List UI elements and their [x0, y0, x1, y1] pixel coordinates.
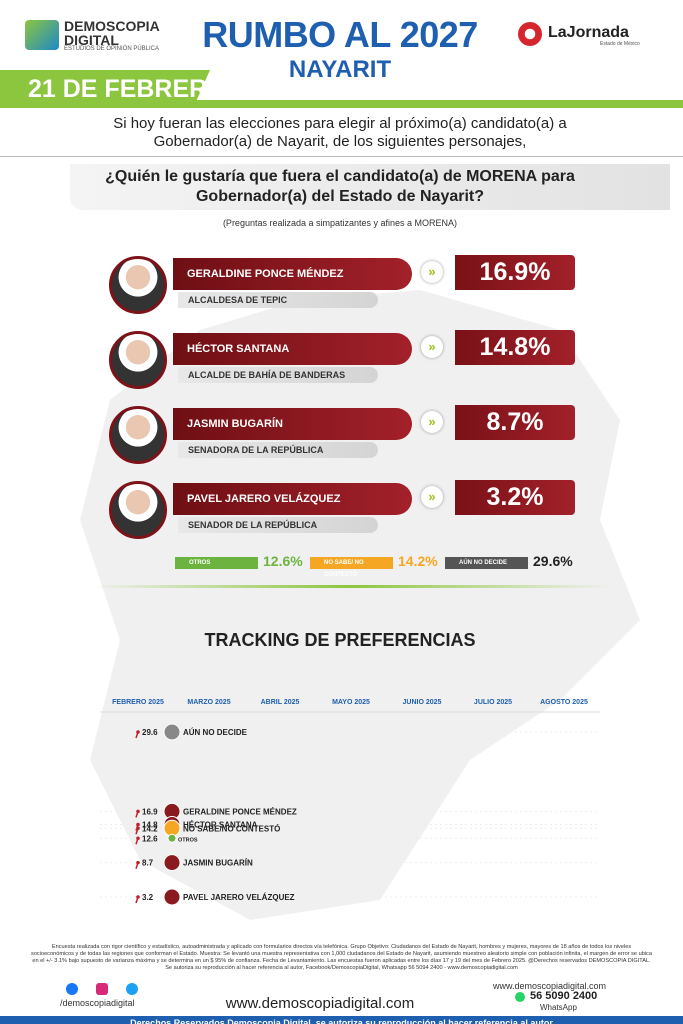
point: [136, 826, 140, 831]
candidate-photo: [109, 331, 167, 389]
other-percent: 12.6%: [263, 553, 303, 569]
candidate-name: PAVEL JARERO VELÁZQUEZ: [173, 483, 412, 515]
point: [136, 809, 140, 814]
point: [136, 822, 140, 827]
brand: DEMOSCOPIA: [64, 18, 160, 34]
title: RUMBO AL 2027: [202, 14, 478, 55]
note: (Preguntas realizada a simpatizantes y a…: [222, 218, 458, 228]
value-label: 12.6: [142, 834, 158, 843]
legend-icon: [163, 888, 181, 906]
divider: [0, 156, 683, 157]
point: [136, 730, 140, 734]
x-tick-label: AGOSTO 2025: [540, 699, 588, 706]
x-tick-label: FEBRERO 2025: [112, 699, 164, 706]
x-tick-label: JUNIO 2025: [403, 699, 442, 706]
arrow-icon: »: [421, 486, 443, 508]
candidate-name: JASMIN BUGARÍN: [173, 408, 412, 440]
candidate-photo: [109, 481, 167, 539]
tracking-title: TRACKING DE PREFERENCIAS: [204, 630, 476, 650]
series-name: GERALDINE PONCE MÉNDEZ: [183, 807, 297, 816]
x-tick-label: JULIO 2025: [474, 699, 512, 706]
value-label: 14.2: [142, 824, 158, 833]
arrow-icon: »: [421, 411, 443, 433]
candidate-percent: 3.2%: [455, 480, 575, 515]
candidate-photo: [109, 256, 167, 314]
value-label: 14.8: [142, 821, 158, 830]
x-tick-label: MAYO 2025: [332, 699, 370, 706]
partner: LaJornada: [548, 24, 629, 41]
candidate-name: HÉCTOR SANTANA: [173, 333, 412, 365]
candidate-percent: 8.7%: [455, 405, 575, 440]
twitter-icon: [126, 983, 138, 995]
series-name: NO SABE/NO CONTESTÓ: [183, 824, 280, 833]
handle: /demoscopiadigital: [60, 998, 135, 1008]
candidate-role: ALCALDESA DE TEPIC: [178, 292, 378, 308]
point: [136, 836, 140, 841]
website: www.demoscopiadigital.com: [225, 995, 415, 1012]
instagram-icon: [96, 983, 108, 995]
brand-sub: ESTUDIOS DE OPINIÓN PÚBLICA: [64, 46, 160, 52]
partner-sub: Estado de México: [600, 41, 640, 47]
question-box: [70, 164, 670, 210]
other-label: AÚN NO DECIDE: [445, 557, 528, 569]
x-tick-label: ABRIL 2025: [261, 699, 300, 706]
candidate-photo: [109, 406, 167, 464]
facebook-icon: [66, 983, 78, 995]
candidate-role: SENADORA DE LA REPÚBLICA: [178, 442, 378, 458]
logo-icon: [25, 20, 59, 50]
methodology: Encuesta realizada con rigor científico …: [31, 944, 652, 971]
legend-icon: [167, 833, 177, 843]
legend-icon: [163, 854, 181, 872]
question: ¿Quién le gustaría que fuera el candidat…: [105, 168, 575, 205]
partner-icon: [518, 22, 542, 46]
series-name: JASMIN BUGARÍN: [183, 859, 253, 868]
value-label: 29.6: [142, 728, 158, 737]
brand2: DIGITAL: [64, 32, 119, 48]
rights: Derechos Reservados Demoscopia Digital, …: [0, 1016, 683, 1024]
other-label: OTROS: [175, 557, 258, 569]
candidate-role: SENADOR DE LA REPÚBLICA: [178, 517, 378, 533]
x-tick-label: MARZO 2025: [187, 699, 230, 706]
candidate-percent: 14.8%: [455, 330, 575, 365]
legend-icon: [163, 723, 181, 741]
candidate-role: ALCALDE DE BAHÍA DE BANDERAS: [178, 367, 378, 383]
value-label: 3.2: [142, 893, 154, 902]
divider: [90, 585, 610, 588]
series-name: PAVEL JARERO VELÁZQUEZ: [183, 893, 295, 902]
tracking-chart: FEBRERO 2025 MARZO 2025 ABRIL 2025 MAYO 202…: [100, 699, 600, 906]
phone: 56 5090 2400: [530, 990, 598, 1002]
whatsapp: WhatsApp: [540, 1003, 577, 1012]
point: [136, 860, 140, 865]
series-name: OTROS: [178, 837, 198, 843]
arrow-icon: »: [421, 336, 443, 358]
series-name: AÚN NO DECIDE: [183, 728, 248, 737]
subtitle: NAYARIT: [288, 56, 392, 83]
date-band: [0, 70, 210, 108]
other-percent: 29.6%: [533, 553, 573, 569]
point: [136, 895, 140, 899]
other-label: NO SABE/ NO CONTESTÓ: [310, 557, 393, 578]
arrow-icon: »: [421, 261, 443, 283]
website2: www.demoscopiadigital.com: [493, 981, 607, 991]
other-percent: 14.2%: [398, 553, 438, 569]
intro: Si hoy fueran las elecciones para elegir…: [113, 115, 567, 150]
candidate-name: GERALDINE PONCE MÉNDEZ: [173, 258, 412, 290]
value-label: 8.7: [142, 859, 154, 868]
whatsapp-icon: [515, 992, 525, 1002]
candidate-percent: 16.9%: [455, 255, 575, 290]
date: 21 DE FEBRERO: [28, 75, 227, 103]
series-name: HÉCTOR SANTANA: [183, 821, 258, 830]
date-line: [0, 100, 683, 108]
value-label: 16.9: [142, 807, 158, 816]
